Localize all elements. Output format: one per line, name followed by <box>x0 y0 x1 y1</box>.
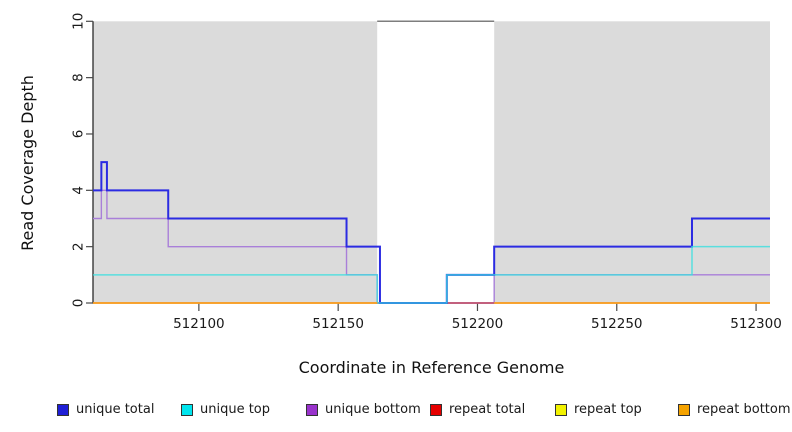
x-tick-label: 512200 <box>452 316 504 332</box>
legend-item-repeat-total: repeat total <box>430 402 525 417</box>
x-tick-label: 512300 <box>730 316 782 332</box>
legend-swatch-icon <box>430 403 442 416</box>
legend-swatch-icon <box>181 403 193 416</box>
legend-swatch-icon <box>678 403 690 416</box>
legend-item-repeat-bottom: repeat bottom <box>678 402 791 417</box>
legend-label: repeat total <box>449 402 526 417</box>
legend-item-unique-bottom: unique bottom <box>306 402 421 417</box>
background-band-0 <box>93 21 378 304</box>
x-tick-label: 512250 <box>591 316 643 332</box>
series-unique-total <box>93 161 770 304</box>
legend-item-unique-top: unique top <box>181 402 270 417</box>
background-band-1 <box>494 21 770 304</box>
x-axis-title: Coordinate in Reference Genome <box>298 358 565 377</box>
legend-label: repeat bottom <box>697 402 791 417</box>
legend-label: unique total <box>76 402 155 417</box>
y-tick-label: 0 <box>71 299 87 308</box>
y-tick-label: 4 <box>71 186 87 195</box>
x-tick-label: 512100 <box>173 316 225 332</box>
legend-label: unique bottom <box>325 402 421 417</box>
legend-label: repeat top <box>574 402 642 417</box>
legend-item-repeat-top: repeat top <box>555 402 642 417</box>
x-tick-label: 512150 <box>312 316 364 332</box>
legend-swatch-icon <box>306 403 318 416</box>
series-unique-top <box>93 245 770 304</box>
y-tick-label: 8 <box>71 73 87 82</box>
y-axis-title: Read Coverage Depth <box>18 75 37 251</box>
legend-swatch-icon <box>555 403 567 416</box>
legend-label: unique top <box>200 402 271 417</box>
legend-swatch-icon <box>57 403 69 416</box>
y-tick-label: 6 <box>71 130 87 139</box>
y-tick-label: 10 <box>71 13 87 30</box>
legend: unique total unique top unique bottom repea… <box>0 400 792 424</box>
y-tick-label: 2 <box>71 242 87 251</box>
legend-item-unique-total: unique total <box>57 402 154 417</box>
